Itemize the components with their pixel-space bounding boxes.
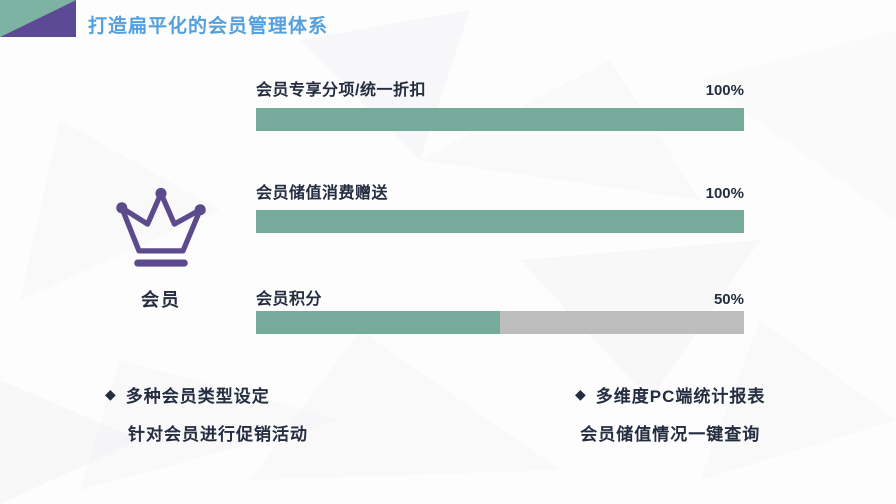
member-label: 会员	[141, 290, 181, 310]
diamond-bullet-icon: ◆	[575, 386, 587, 402]
bullet-right-line-1: 多维度PC端统计报表	[595, 387, 766, 406]
bullet-block-left: ◆ 多种会员类型设定 针对会员进行促销活动	[105, 382, 308, 445]
bar-1-category: 会员专享分项/统一折扣	[256, 82, 426, 99]
bar-1-fill	[256, 108, 744, 131]
bar-2-category: 会员储值消费赠送	[256, 185, 389, 202]
page-title: 打造扁平化的会员管理体系	[88, 16, 329, 37]
corner-purple-triangle	[0, 0, 76, 37]
bar-row-3-labels: 会员积分 50%	[256, 285, 744, 309]
bar-row-1-labels: 会员专享分项/统一折扣 100%	[256, 76, 744, 100]
bullet-left-line-2: 针对会员进行促销活动	[128, 425, 308, 444]
bullet-right-line-2: 会员储值情况一键查询	[580, 425, 761, 444]
bar-row-2-labels: 会员储值消费赠送 100%	[256, 179, 744, 203]
bar-3-track	[256, 311, 744, 334]
corner-decoration	[0, 0, 76, 37]
bar-3-value: 50%	[713, 291, 744, 308]
bar-3-category: 会员积分	[256, 291, 323, 308]
bar-2-value: 100%	[705, 185, 744, 202]
bar-3-fill	[256, 311, 500, 334]
crown-icon	[112, 182, 210, 270]
bar-1-track	[256, 108, 744, 131]
bar-2-fill	[256, 210, 744, 233]
bar-2-track	[256, 210, 744, 233]
bullet-left-line-1: 多种会员类型设定	[125, 387, 270, 406]
diamond-bullet-icon: ◆	[105, 386, 117, 402]
bullet-block-right: ◆ 多维度PC端统计报表 会员储值情况一键查询	[575, 382, 765, 445]
bar-1-value: 100%	[705, 82, 744, 99]
